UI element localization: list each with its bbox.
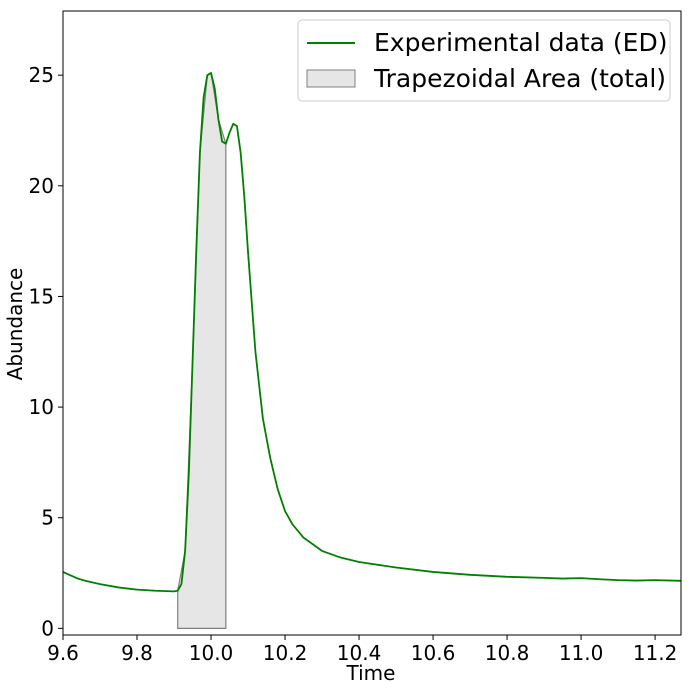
plot-area: [62, 71, 682, 629]
y-tick-label: 15: [29, 284, 54, 308]
y-tick-label: 0: [41, 616, 54, 640]
x-tick-label: 10.8: [485, 641, 530, 665]
x-axis-label: Time: [346, 661, 396, 685]
x-tick-label: 11.2: [633, 641, 678, 665]
legend-label-trapezoidal-area: Trapezoidal Area (total): [373, 64, 666, 93]
y-tick-label: 10: [29, 395, 54, 419]
y-tick-label: 20: [29, 174, 54, 198]
x-tick-label: 10.6: [411, 641, 456, 665]
axes-frame: [62, 10, 682, 636]
series-line: [62, 72, 682, 593]
x-tick-label: 10.2: [263, 641, 308, 665]
legend-box: [297, 19, 671, 102]
y-tick-label: 25: [29, 63, 54, 87]
x-tick-label: 11.0: [559, 641, 604, 665]
axes: 9.6 9.8 10.0 10.2 10.4 10.6 10.8 11.0 11.2 0 5 10 15…: [29, 10, 682, 665]
y-axis-label: Abundance: [3, 268, 27, 381]
legend-label-experimental-data: Experimental data (ED): [374, 28, 667, 57]
legend: Experimental data (ED) Trapezoidal Area (…: [297, 19, 671, 102]
y-tick-label: 5: [41, 506, 54, 530]
legend-area-swatch: [306, 69, 356, 88]
x-tick-label: 9.6: [47, 641, 79, 665]
x-tick-label: 10.4: [337, 641, 382, 665]
x-tick-label: 9.8: [121, 641, 153, 665]
x-tick-label: 10.0: [189, 641, 234, 665]
